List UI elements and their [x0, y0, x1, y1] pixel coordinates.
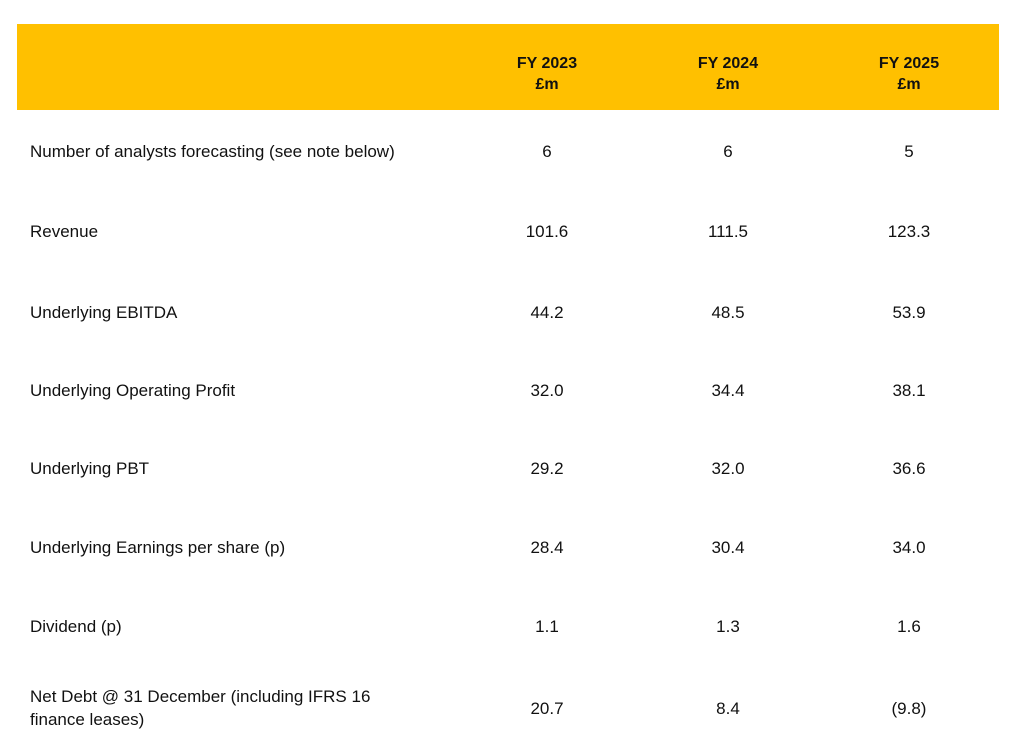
- value-fy2023: 6: [542, 142, 552, 161]
- header-year: FY 2023: [516, 55, 578, 72]
- value-fy2023: 101.6: [525, 222, 569, 241]
- value-fy2024: 1.3: [716, 617, 740, 636]
- value-fy2024: 30.4: [711, 538, 745, 557]
- value-fy2023: 20.7: [530, 699, 564, 718]
- value-fy2025: 123.3: [887, 222, 931, 241]
- header-year: FY 2025: [878, 55, 940, 72]
- header-unit: £m: [897, 76, 921, 93]
- table-header: FY 2023 £m FY 2024 £m FY 2025 £m: [17, 24, 999, 110]
- forecast-table: FY 2023 £m FY 2024 £m FY 2025 £m Number …: [17, 24, 999, 729]
- value-fy2024: 111.5: [707, 222, 749, 241]
- header-col-fy2025: FY 2025 £m: [849, 53, 969, 95]
- row-label: Dividend (p): [30, 617, 122, 636]
- value-fy2025: (9.8): [891, 699, 927, 718]
- value-fy2024: 6: [723, 142, 733, 161]
- header-col-fy2023: FY 2023 £m: [487, 53, 607, 95]
- value-fy2024: 48.5: [711, 303, 745, 322]
- value-fy2023: 29.2: [530, 459, 564, 478]
- row-label: Underlying PBT: [30, 459, 150, 478]
- value-fy2024: 8.4: [716, 699, 740, 718]
- value-fy2025: 36.6: [892, 459, 926, 478]
- value-fy2023: 32.0: [530, 381, 564, 400]
- header-unit: £m: [535, 76, 559, 93]
- value-fy2023: 28.4: [530, 538, 564, 557]
- header-col-fy2024: FY 2024 £m: [668, 53, 788, 95]
- value-fy2025: 1.6: [897, 617, 921, 636]
- row-label: Number of analysts forecasting (see note…: [30, 142, 395, 161]
- value-fy2025: 34.0: [892, 538, 926, 557]
- header-year: FY 2024: [697, 55, 759, 72]
- row-label: Underlying Operating Profit: [30, 381, 236, 400]
- value-fy2025: 38.1: [892, 381, 926, 400]
- value-fy2024: 32.0: [711, 459, 745, 478]
- value-fy2023: 1.1: [535, 617, 559, 636]
- row-label-line2: finance leases): [30, 710, 145, 729]
- header-unit: £m: [716, 76, 740, 93]
- value-fy2025: 5: [904, 142, 914, 161]
- value-fy2024: 34.4: [711, 381, 745, 400]
- row-label: Underlying Earnings per share (p): [30, 538, 286, 557]
- row-label: Net Debt @ 31 December (including IFRS 1…: [30, 687, 371, 706]
- value-fy2025: 53.9: [892, 303, 926, 322]
- row-label: Revenue: [30, 222, 99, 241]
- value-fy2023: 44.2: [530, 303, 564, 322]
- row-label: Underlying EBITDA: [30, 303, 178, 322]
